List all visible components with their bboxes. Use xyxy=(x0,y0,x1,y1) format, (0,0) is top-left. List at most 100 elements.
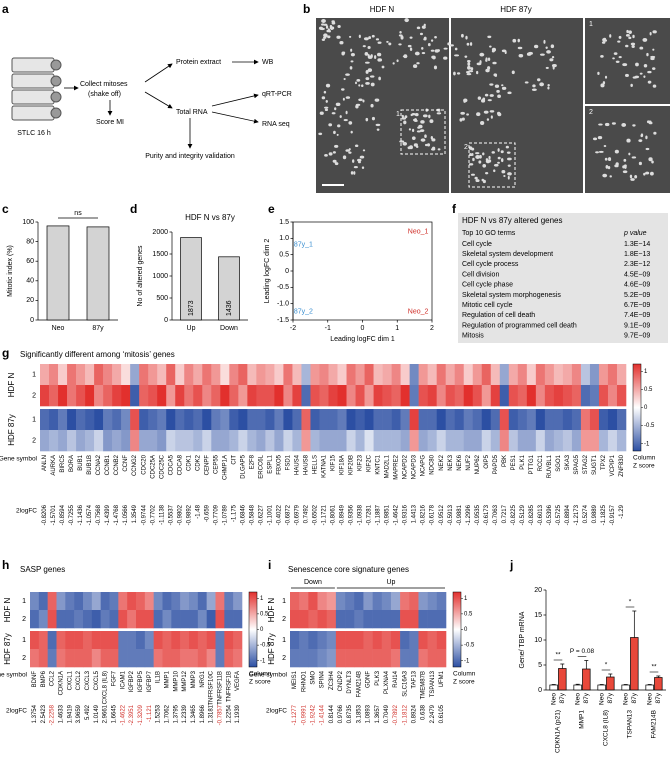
cell xyxy=(434,35,437,39)
cell xyxy=(494,74,498,77)
log2fc-label: 0.6105 xyxy=(439,704,445,723)
go-term: Mitosis xyxy=(462,333,484,340)
gene-label: CCNB1 xyxy=(105,454,111,475)
heat-cell xyxy=(328,430,338,452)
cell xyxy=(341,51,345,56)
inset-label: 2 xyxy=(589,109,593,116)
zoom-label: 2 xyxy=(464,144,468,151)
y-tick-label: 2000 xyxy=(152,229,168,236)
cell xyxy=(358,98,363,102)
cell xyxy=(324,108,329,112)
cell xyxy=(507,157,512,161)
gene-label: DLGAP5 xyxy=(240,454,246,478)
cell xyxy=(443,47,448,50)
cell xyxy=(342,155,347,160)
cell xyxy=(517,38,521,43)
heat-cell xyxy=(171,610,181,629)
heat-cell xyxy=(427,649,438,668)
cell xyxy=(368,36,372,40)
gene-label: CXCL8 (IL8) xyxy=(103,671,109,704)
heat-cell xyxy=(215,592,225,611)
log2fc-label: -0.9316 xyxy=(403,504,409,525)
panel-label: d xyxy=(130,202,137,216)
heat-cell xyxy=(427,610,438,629)
heat-cell xyxy=(118,610,128,629)
log2fc-label: -1.1887 xyxy=(376,504,382,525)
heat-cell xyxy=(56,649,66,668)
row-label: 1 xyxy=(282,598,286,605)
heat-cell xyxy=(202,430,212,452)
cell xyxy=(489,94,494,97)
cell xyxy=(549,58,554,62)
row-group-label: HDF N xyxy=(7,373,16,398)
heat-cell xyxy=(400,610,410,629)
log2fc-label: 0.9766 xyxy=(338,704,344,723)
cell xyxy=(429,119,434,124)
cell xyxy=(377,52,382,57)
gene-label: VEGFA xyxy=(235,671,241,691)
gene-label: KIF20B xyxy=(349,455,355,475)
cell xyxy=(421,46,424,50)
colorbar-title: Column xyxy=(633,455,656,462)
log2fc-label: -1.9242 xyxy=(311,704,317,725)
go-term: Skeletal system development xyxy=(462,251,553,258)
chart-title: Senescence core signature genes xyxy=(288,565,409,574)
cell xyxy=(647,80,652,84)
row-label: 2 xyxy=(22,655,26,662)
x-tick-label: -1 xyxy=(325,325,331,332)
cell xyxy=(332,151,336,154)
heat-cell xyxy=(409,430,419,452)
log2fc-label: 0.8924 xyxy=(411,704,417,723)
log2fc-label: -1.1812 xyxy=(402,704,408,725)
log2fc-label: -0.6173 xyxy=(484,504,490,525)
cell xyxy=(364,51,369,56)
gene-label: PES1 xyxy=(511,454,517,470)
heat-cell xyxy=(345,631,355,650)
cell xyxy=(622,63,628,67)
gene-label: RAI14 xyxy=(393,670,399,687)
significance-label: ** xyxy=(555,652,561,659)
gene-label: SGO1 xyxy=(556,454,562,471)
cell xyxy=(611,122,616,125)
cell xyxy=(319,111,324,115)
heat-cell xyxy=(211,409,221,431)
y-tick-label: -1.0 xyxy=(277,301,289,308)
cell xyxy=(613,52,618,55)
error-bar xyxy=(608,673,613,677)
gene-label: MMP3 xyxy=(191,670,197,688)
log2fc-label: 1.0893 xyxy=(366,704,372,723)
log2fc-label: -0.7063 xyxy=(493,504,499,525)
cell xyxy=(652,30,657,34)
log2fc-label: -0.9535 xyxy=(475,504,481,525)
heat-cell xyxy=(544,430,555,452)
heat-cell xyxy=(197,649,207,668)
cell xyxy=(524,81,529,84)
cell xyxy=(424,134,427,138)
heat-cell xyxy=(391,385,401,407)
row-group-label: HDF N xyxy=(267,598,276,623)
log2fc-label: -1.0574 xyxy=(87,504,93,525)
cell xyxy=(404,18,409,23)
gene-group-label: Down xyxy=(304,579,322,586)
heat-cell xyxy=(436,385,446,407)
cell xyxy=(396,59,399,63)
heat-cell xyxy=(290,649,300,668)
cell xyxy=(421,51,426,55)
heat-cell xyxy=(355,364,365,386)
heat-cell xyxy=(153,592,163,611)
heat-cell xyxy=(372,649,383,668)
heat-cell xyxy=(335,631,346,650)
heat-cell xyxy=(409,592,419,611)
cell xyxy=(407,44,412,48)
log2fc-label: -0.5396 xyxy=(547,504,553,525)
heat-cell xyxy=(58,385,68,407)
colorbar-title: Z score xyxy=(453,679,475,686)
heat-cell xyxy=(372,610,383,629)
gene-label: ESPL1 xyxy=(267,454,273,473)
cell xyxy=(497,156,501,160)
colorbar-tick-label: 0.5 xyxy=(644,387,653,393)
cell xyxy=(411,128,415,133)
cell xyxy=(443,56,448,60)
heat-cell xyxy=(136,592,146,611)
heat-cell xyxy=(274,364,284,386)
